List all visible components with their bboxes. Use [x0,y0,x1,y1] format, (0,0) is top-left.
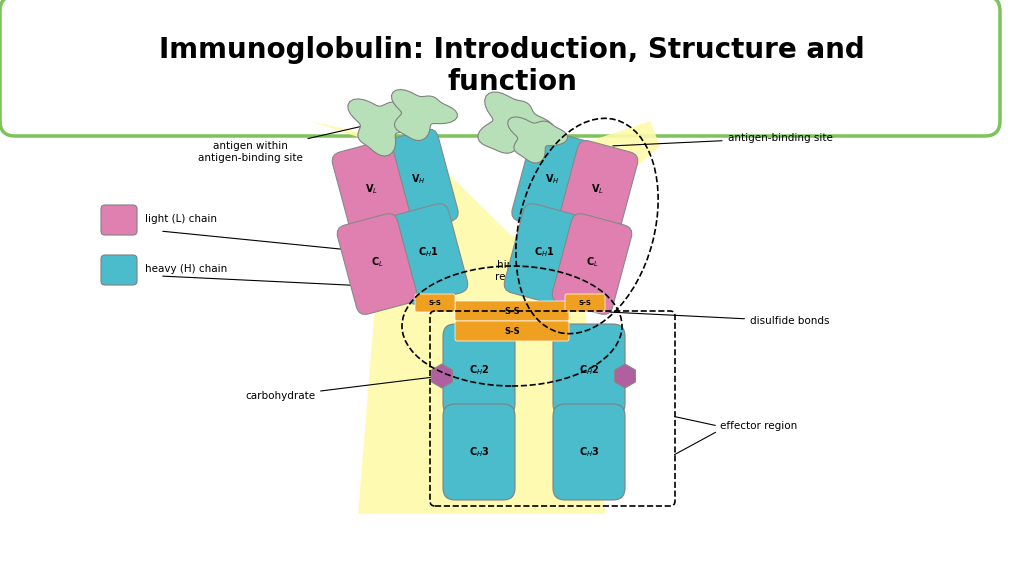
Polygon shape [478,92,555,153]
FancyBboxPatch shape [332,141,412,241]
FancyBboxPatch shape [558,141,638,241]
Polygon shape [508,117,567,163]
Text: antigen-binding site: antigen-binding site [612,133,833,146]
FancyBboxPatch shape [512,129,592,233]
FancyBboxPatch shape [443,404,515,500]
Text: antigen: antigen [493,107,531,132]
Polygon shape [310,121,660,514]
FancyBboxPatch shape [553,404,625,500]
FancyBboxPatch shape [388,203,468,304]
Polygon shape [348,99,420,156]
FancyBboxPatch shape [378,129,458,233]
FancyBboxPatch shape [552,214,632,314]
Text: C$_H$1: C$_H$1 [418,245,438,259]
Text: C$_L$: C$_L$ [586,255,598,269]
Text: effector region: effector region [720,421,798,431]
Text: heavy (H) chain: heavy (H) chain [145,264,227,274]
Text: C$_H$3: C$_H$3 [579,445,599,459]
Text: V$_H$: V$_H$ [411,172,425,186]
Text: antigen within
antigen-binding site: antigen within antigen-binding site [198,122,382,162]
Text: S-S: S-S [579,300,592,306]
FancyBboxPatch shape [0,0,1000,136]
FancyBboxPatch shape [101,205,137,235]
FancyBboxPatch shape [443,324,515,416]
FancyBboxPatch shape [415,294,455,312]
Text: S-S: S-S [504,306,520,316]
FancyBboxPatch shape [101,255,137,285]
Text: C$_H$2: C$_H$2 [579,363,599,377]
Text: S-S: S-S [504,327,520,335]
FancyBboxPatch shape [455,301,569,321]
FancyBboxPatch shape [504,203,584,304]
Text: V$_H$: V$_H$ [545,172,559,186]
FancyBboxPatch shape [553,324,625,416]
Text: S-S: S-S [429,300,441,306]
FancyBboxPatch shape [455,321,569,341]
Text: C$_H$1: C$_H$1 [534,245,554,259]
FancyBboxPatch shape [337,214,417,314]
Text: carbohydrate: carbohydrate [245,376,439,401]
Text: C$_H$2: C$_H$2 [469,363,489,377]
Text: V$_L$: V$_L$ [366,182,379,196]
FancyBboxPatch shape [565,294,605,312]
Text: C$_L$: C$_L$ [371,255,383,269]
Text: hinge
region: hinge region [496,260,528,282]
Polygon shape [391,89,458,141]
Text: C$_H$3: C$_H$3 [469,445,489,459]
Text: disulfide bonds: disulfide bonds [591,311,829,326]
Text: V$_L$: V$_L$ [592,182,604,196]
Text: Immunoglobulin: Introduction, Structure and
function: Immunoglobulin: Introduction, Structure … [159,36,865,96]
Text: light (L) chain: light (L) chain [145,214,217,224]
